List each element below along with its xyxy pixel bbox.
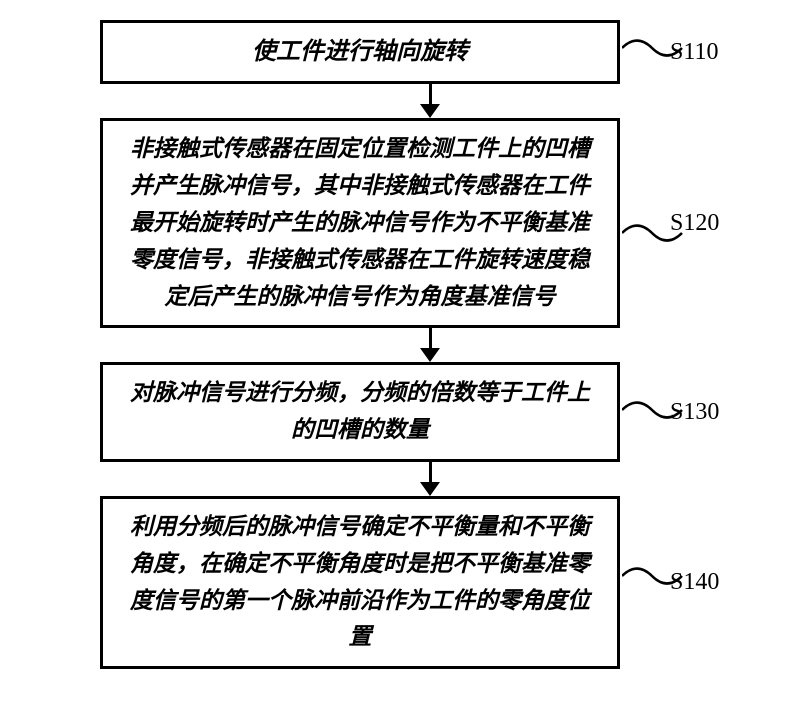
step-row-s130: 对脉冲信号进行分频，分频的倍数等于工件上的凹槽的数量 S130: [40, 362, 760, 462]
flowchart-container: 使工件进行轴向旋转 S110 非接触式传感器在固定位置检测工件上的凹槽并产生脉冲…: [40, 20, 760, 669]
arrow-icon: [420, 462, 440, 496]
step-row-s110: 使工件进行轴向旋转 S110: [40, 20, 760, 84]
step-text-s140: 利用分频后的脉冲信号确定不平衡量和不平衡角度，在确定不平衡角度时是把不平衡基准零…: [130, 514, 590, 649]
step-label-s110: S110: [670, 39, 718, 66]
connector-s130-s140: [170, 462, 690, 496]
step-box-s110: 使工件进行轴向旋转: [100, 20, 620, 84]
step-box-s130: 对脉冲信号进行分频，分频的倍数等于工件上的凹槽的数量: [100, 362, 620, 462]
step-box-s120: 非接触式传感器在固定位置检测工件上的凹槽并产生脉冲信号，其中非接触式传感器在工件…: [100, 118, 620, 328]
step-box-s140: 利用分频后的脉冲信号确定不平衡量和不平衡角度，在确定不平衡角度时是把不平衡基准零…: [100, 496, 620, 669]
step-label-s120: S120: [670, 210, 719, 237]
step-text-s120: 非接触式传感器在固定位置检测工件上的凹槽并产生脉冲信号，其中非接触式传感器在工件…: [130, 136, 590, 308]
arrow-icon: [420, 328, 440, 362]
step-row-s120: 非接触式传感器在固定位置检测工件上的凹槽并产生脉冲信号，其中非接触式传感器在工件…: [40, 118, 760, 328]
connector-s120-s130: [170, 328, 690, 362]
connector-s110-s120: [170, 84, 690, 118]
step-label-s130: S130: [670, 399, 719, 426]
step-row-s140: 利用分频后的脉冲信号确定不平衡量和不平衡角度，在确定不平衡角度时是把不平衡基准零…: [40, 496, 760, 669]
step-label-s140: S140: [670, 569, 719, 596]
arrow-icon: [420, 84, 440, 118]
step-text-s130: 对脉冲信号进行分频，分频的倍数等于工件上的凹槽的数量: [130, 380, 590, 442]
step-text-s110: 使工件进行轴向旋转: [252, 39, 468, 65]
